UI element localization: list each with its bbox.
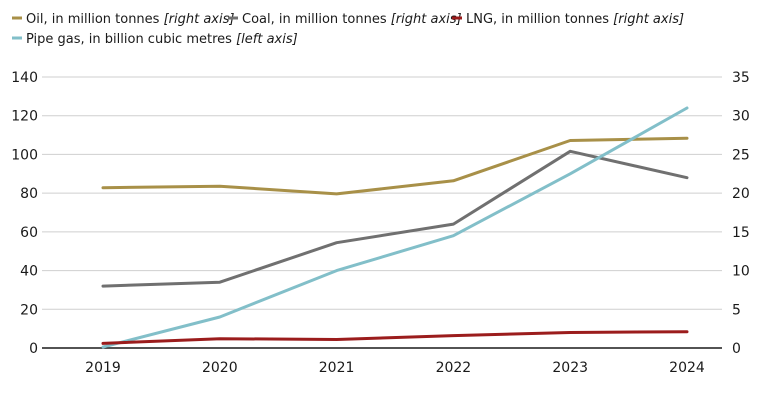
series-line-pipe-gas [101,106,689,349]
x-axis-ticks: 2019 2020 2021 2022 2023 2024 [85,360,705,376]
right-axis-tick-label: 5 [732,302,741,318]
left-axis-tick-label: 140 [11,70,38,86]
grid-lines [42,76,722,310]
legend-entry: Oil, in million tonnes [right axis] [26,12,234,27]
series-line-coal [101,149,689,288]
right-axis-tick-label: 0 [732,341,741,357]
series-lines [101,106,689,349]
right-axis-ticks: 0 5 10 15 20 25 30 35 [732,70,750,357]
x-axis-tick-label: 2022 [436,360,472,376]
left-axis-tick-label: 20 [20,302,38,318]
x-axis-tick-label: 2020 [202,360,238,376]
left-axis-ticks: 0 20 40 60 80 100 120 140 [11,70,38,357]
left-axis-tick-label: 120 [11,109,38,125]
right-axis-tick-label: 30 [732,109,750,125]
x-axis-tick-label: 2021 [319,360,355,376]
x-axis-tick-label: 2023 [552,360,588,376]
x-axis-tick-label: 2024 [669,360,705,376]
legend-entry: Pipe gas, in billion cubic metres [left … [26,32,298,47]
right-axis-tick-label: 25 [732,147,750,163]
left-axis-tick-label: 40 [20,264,38,280]
legend-entry: Coal, in million tonnes [right axis] [242,12,462,27]
left-axis-tick-label: 0 [29,341,38,357]
left-axis-tick-label: 100 [11,147,38,163]
right-axis-tick-label: 10 [732,264,750,280]
series-line-oil [101,136,689,196]
legend-entry: LNG, in million tonnes [right axis] [466,12,684,27]
legend: Oil, in million tonnes [right axis] Coal,… [12,12,684,47]
right-axis-tick-label: 20 [732,186,750,202]
series-line-lng [101,330,689,345]
right-axis-tick-label: 35 [732,70,750,86]
x-axis-tick-label: 2019 [85,360,121,376]
left-axis-tick-label: 80 [20,186,38,202]
right-axis-tick-label: 15 [732,225,750,241]
left-axis-tick-label: 60 [20,225,38,241]
